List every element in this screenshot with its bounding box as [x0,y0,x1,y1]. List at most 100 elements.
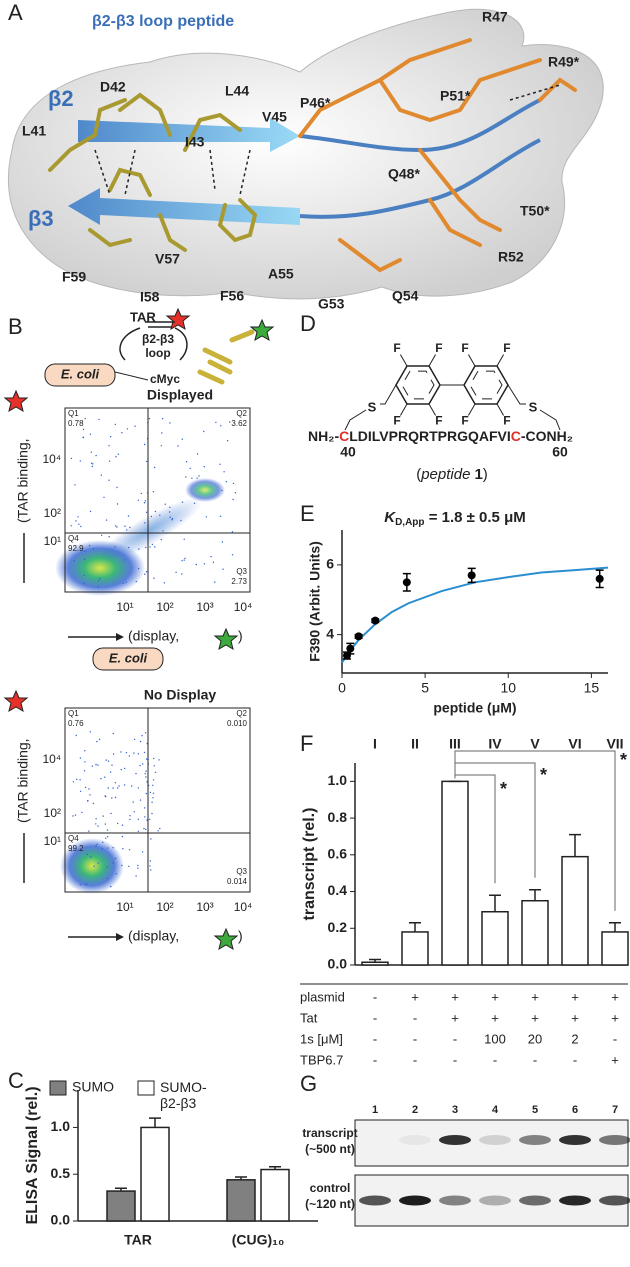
residue-label: Q54 [392,288,419,304]
bar [441,780,469,966]
event-dot [129,815,131,817]
fluorine: F [393,341,400,355]
error-bar [235,1176,247,1180]
event-dot [185,476,187,478]
event-dot [77,516,79,518]
event-dot [82,436,84,438]
table-cell: 2 [571,1031,578,1046]
gel-band [599,1135,630,1145]
bar [521,899,549,966]
event-dot [100,778,102,780]
table-cell: - [453,1031,457,1046]
event-dot [103,496,105,498]
quadrant-value: 0.76 [68,719,84,728]
event-dot [72,815,74,817]
caption-part: ) [483,466,488,483]
point [354,632,363,641]
table-cell: + [491,989,499,1004]
event-dot [84,750,86,752]
event-dot [203,430,205,433]
event-dot [124,767,126,770]
ring [463,365,509,405]
event-dot [86,853,89,856]
position: 60 [552,444,568,460]
event-dot [109,771,112,773]
bond [399,403,408,416]
residue-label: G53 [318,296,345,312]
residue-label: D42 [100,79,126,95]
x-tick-label: 10² [156,600,173,614]
event-dot [169,422,171,424]
event-dot [100,474,103,476]
event-dot [98,579,100,582]
event-dot [108,479,110,481]
event-dot [84,786,87,789]
gel-band [359,1195,391,1206]
bond [467,354,476,367]
event-dot [159,514,161,516]
event-dot [96,740,98,743]
panel-letter: F [300,731,313,756]
gel-band [399,1195,431,1206]
event-dot [145,828,147,831]
y-tick-label: 0.0 [328,956,348,972]
event-dot [181,501,184,503]
event-dot [145,770,147,772]
panel-letter: C [8,1068,24,1093]
event-dot [106,847,109,849]
event-dot [152,779,155,781]
error-bar [489,894,501,912]
caption-part: 1 [474,466,482,483]
event-dot [226,440,229,442]
quadrant-name: Q4 [68,534,79,543]
event-dot [116,486,118,489]
density [60,838,124,894]
event-dot [219,515,222,517]
event-dot [112,847,114,849]
legend-label: SUMO [72,1079,114,1095]
event-dot [139,764,141,767]
event-dot [74,814,77,816]
panel-b: B TAR β2-β3 loop E. coli cMyc Displayed Q… [3,307,275,951]
gel-band [479,1195,511,1206]
event-dot [108,536,110,538]
event-dot [139,799,142,801]
event-dot [153,765,155,767]
event-dot [116,503,119,505]
panel-d: D NH₂-CLDILVPRQRTPRGQAFVIC-CONH₂ 40 60 (… [300,311,573,483]
event-dot [145,792,147,795]
plot-title: No Display [144,687,217,703]
event-dot [146,781,148,783]
event-dot [220,425,222,427]
event-dot [129,818,131,821]
table-cell: - [413,1031,417,1046]
event-dot [81,811,83,814]
position: 40 [340,444,356,460]
x-tick-label: V [530,736,540,752]
event-dot [122,848,124,850]
x-tick-label: II [411,736,419,752]
residue-label: L44 [225,83,249,99]
cysteine: C [339,428,349,444]
event-dot [114,782,117,784]
event-dot [123,559,126,561]
event-dot [149,865,151,867]
event-dot [221,489,223,492]
event-dot [151,801,153,803]
bond [496,354,505,367]
bar [481,910,509,966]
gel-band [519,1195,551,1206]
event-dot [107,787,109,789]
cell-box [44,363,116,387]
fluorine: F [461,413,468,427]
y-tick-label: 10² [44,506,61,520]
table-cell: + [611,989,619,1004]
event-dot [84,761,86,763]
x-axis-label: (display, [128,628,179,644]
y-axis-label: ELISA Signal (rel.) [24,1086,41,1224]
event-dot [83,574,85,577]
event-dot [193,502,196,504]
residue-label: R52 [498,249,524,265]
event-dot [121,864,123,867]
event-dot [154,546,156,548]
